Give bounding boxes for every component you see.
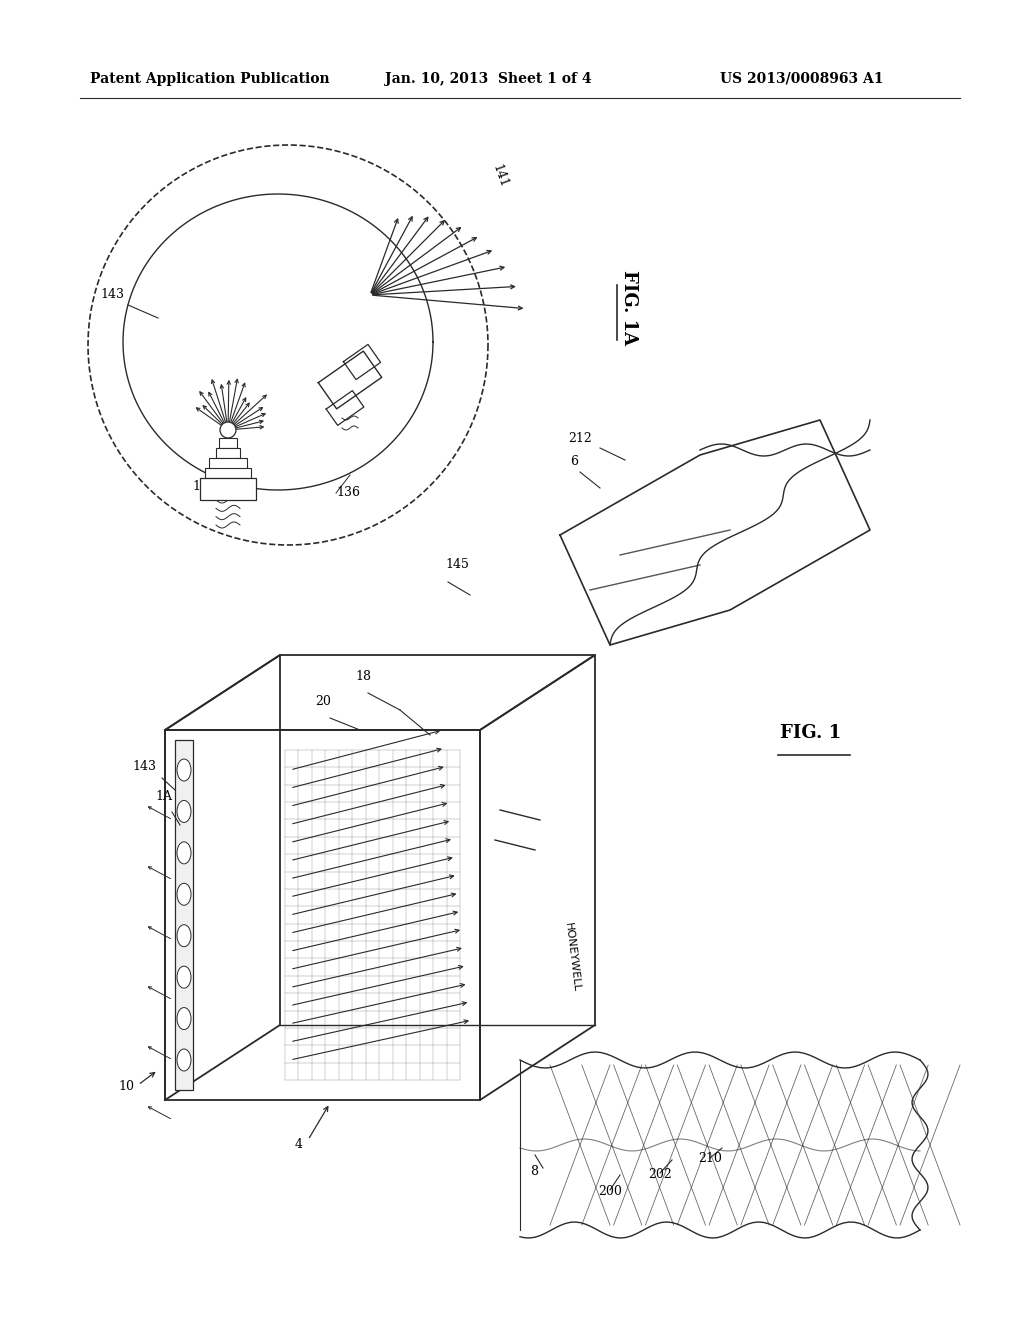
Text: 136: 136 (336, 486, 360, 499)
Text: FIG. 1: FIG. 1 (780, 723, 841, 742)
Text: Jan. 10, 2013  Sheet 1 of 4: Jan. 10, 2013 Sheet 1 of 4 (385, 73, 592, 86)
Bar (209, 458, 247, 470)
Ellipse shape (177, 759, 191, 781)
Ellipse shape (177, 842, 191, 863)
Text: 138: 138 (193, 480, 216, 492)
Ellipse shape (177, 1007, 191, 1030)
Ellipse shape (177, 1049, 191, 1071)
Text: 10: 10 (118, 1080, 134, 1093)
Ellipse shape (177, 966, 191, 989)
Text: 200: 200 (598, 1185, 622, 1199)
Bar (175, 741, 193, 1090)
Text: 6: 6 (570, 455, 578, 469)
Bar (200, 478, 256, 500)
Bar (219, 438, 237, 447)
Ellipse shape (177, 925, 191, 946)
Text: 202: 202 (648, 1168, 672, 1181)
Circle shape (220, 422, 236, 438)
Text: 8: 8 (530, 1166, 538, 1177)
Ellipse shape (177, 800, 191, 822)
Text: 4: 4 (295, 1138, 303, 1151)
Text: Patent Application Publication: Patent Application Publication (90, 73, 330, 86)
Bar (205, 469, 251, 478)
Text: 20: 20 (315, 696, 331, 708)
Text: FIG. 1A: FIG. 1A (620, 271, 638, 346)
Text: 143: 143 (132, 760, 156, 774)
Text: 141: 141 (490, 162, 510, 190)
Ellipse shape (177, 883, 191, 906)
Text: 210: 210 (698, 1152, 722, 1166)
Text: 1A: 1A (155, 789, 172, 803)
Text: 212: 212 (568, 432, 592, 445)
Text: 143: 143 (100, 288, 124, 301)
Bar (216, 447, 240, 458)
Text: US 2013/0008963 A1: US 2013/0008963 A1 (720, 73, 884, 86)
Text: HONEYWELL: HONEYWELL (563, 921, 582, 993)
Text: 145: 145 (445, 558, 469, 572)
Text: 18: 18 (355, 671, 371, 682)
